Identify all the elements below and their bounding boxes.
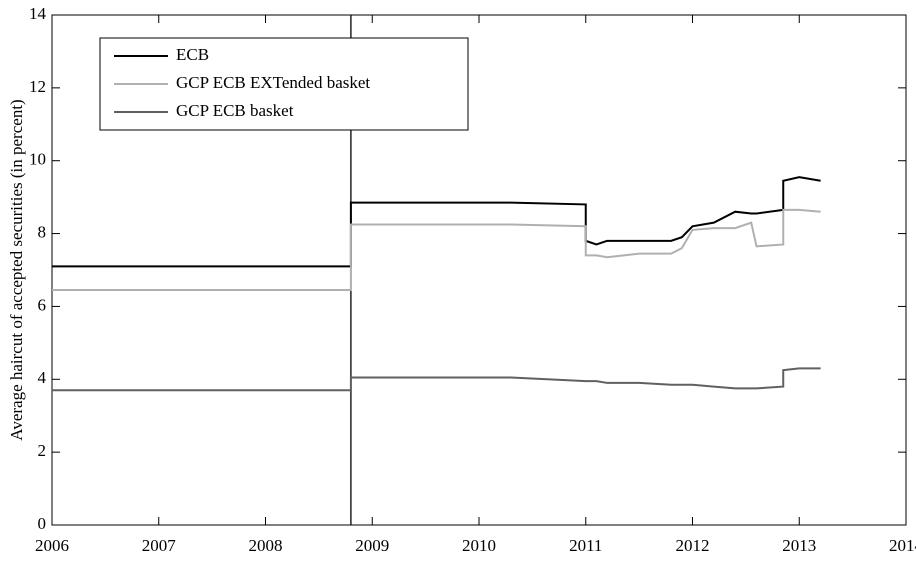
- x-tick-label: 2011: [569, 536, 602, 555]
- x-tick-label: 2012: [676, 536, 710, 555]
- legend-label: GCP ECB EXTended basket: [176, 73, 370, 92]
- x-tick-label: 2009: [355, 536, 389, 555]
- x-tick-label: 2010: [462, 536, 496, 555]
- x-tick-label: 2008: [249, 536, 283, 555]
- legend-label: GCP ECB basket: [176, 101, 294, 120]
- x-tick-label: 2014: [889, 536, 916, 555]
- y-tick-label: 14: [29, 4, 47, 23]
- x-tick-label: 2006: [35, 536, 69, 555]
- y-tick-label: 4: [38, 368, 47, 387]
- series-line: [52, 208, 821, 292]
- y-tick-label: 10: [29, 150, 46, 169]
- x-tick-label: 2007: [142, 536, 177, 555]
- y-tick-label: 8: [38, 222, 47, 241]
- legend-label: ECB: [176, 45, 209, 64]
- series-line: [52, 176, 821, 268]
- y-tick-label: 2: [38, 441, 47, 460]
- plot-frame: [51, 14, 907, 526]
- y-axis-label: Average haircut of accepted securities (…: [7, 99, 26, 440]
- y-tick-label: 12: [29, 77, 46, 96]
- y-tick-label: 6: [38, 295, 47, 314]
- x-tick-label: 2013: [782, 536, 816, 555]
- y-tick-label: 0: [38, 514, 47, 533]
- series-line: [52, 367, 821, 392]
